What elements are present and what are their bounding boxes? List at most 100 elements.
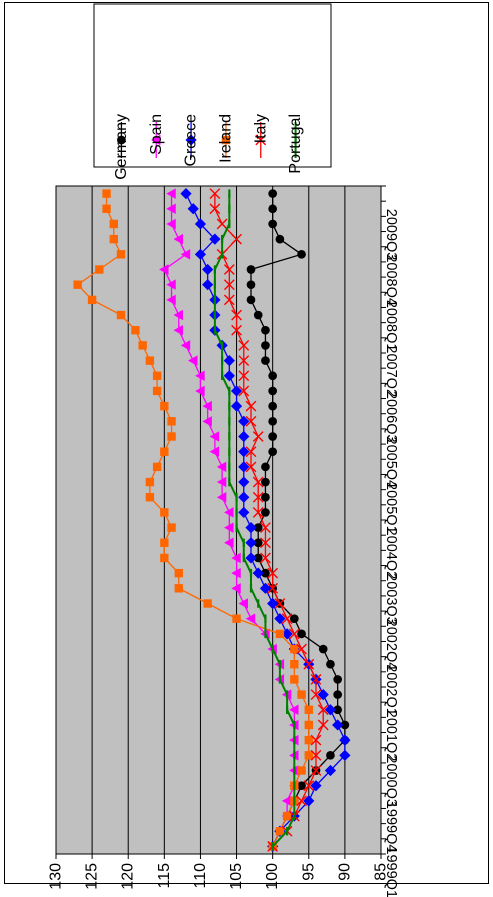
data-point-italy: [296, 643, 307, 655]
data-point-germany: [268, 371, 278, 381]
y-tick-label: 85: [373, 863, 390, 881]
data-point-spain: [224, 537, 234, 549]
legend-label: Germany: [113, 114, 130, 180]
data-point-italy: [238, 385, 250, 397]
data-point-germany: [326, 750, 335, 760]
data-point-italy: [245, 446, 257, 458]
data-point-ireland: [160, 447, 169, 456]
x-tick-label: 2007Q2: [383, 345, 399, 397]
data-point-greece: [223, 354, 235, 367]
y-tick-label: 125: [84, 863, 101, 890]
y-tick-label: 110: [192, 863, 209, 889]
legend-entry-ireland: Ireland: [217, 114, 234, 163]
data-point-greece: [324, 704, 337, 716]
legend-marker: [255, 134, 267, 146]
data-point-italy: [231, 324, 242, 336]
data-point-ireland: [290, 644, 299, 654]
data-point-greece: [317, 688, 329, 701]
data-point-italy: [223, 294, 235, 306]
data-point-germany: [297, 781, 306, 791]
data-point-greece: [180, 187, 192, 200]
data-point-italy: [238, 340, 250, 351]
data-point-italy: [223, 279, 235, 291]
data-point-ireland: [160, 508, 169, 517]
data-point-spain: [195, 385, 205, 397]
legend-entry-greece: Greece: [183, 114, 200, 167]
data-point-germany: [253, 310, 263, 320]
data-point-ireland: [145, 477, 155, 487]
data-point-ireland: [167, 432, 176, 441]
data-point-spain: [216, 476, 227, 488]
data-point-germany: [268, 432, 278, 441]
data-point-germany: [268, 219, 278, 229]
data-point-spain: [166, 188, 176, 199]
data-point-spain: [224, 522, 234, 533]
data-point-greece: [230, 385, 243, 397]
data-point-italy: [245, 400, 257, 412]
data-point-greece: [252, 567, 264, 579]
data-point-ireland: [138, 341, 147, 350]
data-point-italy: [245, 415, 257, 427]
data-point-ireland: [167, 523, 176, 532]
data-point-greece: [238, 446, 250, 458]
x-tick-label: 1999Q4: [383, 801, 399, 853]
data-point-italy: [216, 218, 228, 230]
data-point-italy: [252, 507, 264, 518]
data-point-italy: [267, 582, 279, 594]
data-point-italy: [274, 598, 286, 609]
data-point-spain: [289, 704, 299, 716]
data-point-ireland: [102, 189, 111, 198]
data-point-germany: [297, 249, 306, 259]
data-point-spain: [159, 264, 169, 275]
data-point-italy: [252, 431, 264, 442]
data-point-greece: [332, 719, 344, 731]
data-point-germany: [289, 614, 299, 624]
data-point-italy: [260, 537, 271, 549]
data-point-italy: [209, 203, 221, 215]
data-point-ireland: [203, 599, 212, 608]
series-portugal: [213, 189, 296, 851]
data-point-spain: [202, 400, 212, 412]
data-point-ireland: [73, 280, 82, 289]
data-point-spain: [281, 795, 292, 807]
data-point-greece: [202, 279, 214, 291]
data-point-germany: [261, 508, 270, 517]
x-tick-label: 2001Q2: [383, 710, 399, 762]
data-point-italy: [238, 355, 250, 366]
data-point-spain: [166, 203, 176, 215]
data-point-ireland: [145, 356, 155, 365]
x-axis-ticks: 1999Q11999Q42000Q32001Q22002Q12002Q42003…: [380, 185, 399, 897]
data-point-italy: [317, 704, 329, 716]
data-point-ireland: [145, 493, 155, 502]
y-tick-label: 95: [300, 863, 317, 881]
data-point-italy: [260, 522, 271, 533]
data-point-greece: [238, 461, 250, 473]
data-point-germany: [268, 416, 278, 426]
data-point-spain: [195, 370, 205, 382]
x-tick-label: 2004Q2: [383, 528, 399, 580]
x-tick-label: 1999Q1: [383, 846, 399, 897]
data-point-spain: [231, 552, 241, 564]
data-point-spain: [216, 461, 227, 473]
data-point-italy: [252, 491, 264, 503]
legend-box: [93, 3, 332, 168]
data-point-italy: [267, 567, 279, 579]
data-point-ireland: [116, 310, 126, 320]
legend-entry-italy: Italy: [252, 114, 269, 158]
data-point-spain: [180, 340, 191, 351]
data-point-greece: [267, 597, 279, 610]
data-point-germany: [326, 659, 335, 669]
grid-lines: [91, 186, 346, 854]
data-point-greece: [194, 248, 207, 260]
data-point-greece: [245, 521, 257, 534]
legend-entry-spain: Spain: [148, 114, 165, 158]
data-point-ireland: [152, 386, 162, 396]
data-point-ireland: [290, 675, 299, 684]
data-point-greece: [324, 764, 337, 777]
data-point-spain: [166, 294, 176, 306]
data-point-greece: [238, 476, 250, 488]
data-point-italy: [310, 734, 322, 746]
x-tick-label: 2005Q1: [383, 482, 399, 534]
data-point-germany: [261, 356, 270, 365]
data-point-italy: [310, 689, 322, 700]
